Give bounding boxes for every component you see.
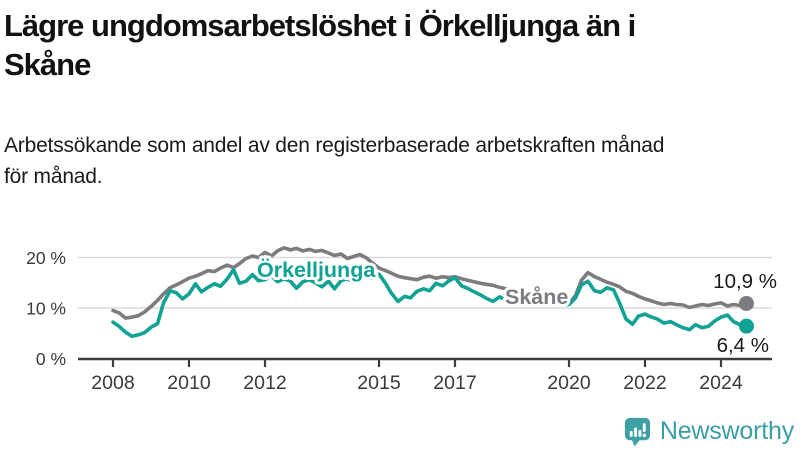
series-label-orkelljunga: Örkelljunga	[257, 257, 376, 282]
newsworthy-logo: Newsworthy	[622, 415, 794, 447]
x-axis-tick-label: 2024	[699, 372, 743, 394]
y-axis-tick-label: 20 %	[26, 248, 66, 268]
y-axis-tick-label: 0 %	[36, 349, 66, 369]
chart-subtitle: Arbetssökande som andel av den registerb…	[4, 134, 665, 188]
series-line-skane	[111, 246, 749, 320]
x-axis-tick-label: 2017	[433, 372, 476, 394]
y-axis-tick-label: 10 %	[26, 299, 66, 319]
x-axis-tick-label: 2020	[547, 372, 591, 394]
series-line-orkelljunga	[111, 267, 749, 339]
series-end-dot-skane	[738, 295, 754, 311]
series-end-value-orkelljunga: 6,4 %	[717, 334, 769, 357]
x-axis-tick-label: 2015	[357, 372, 401, 394]
x-axis-tick-label: 2012	[243, 372, 286, 394]
newsworthy-wordmark: Newsworthy	[659, 416, 794, 445]
series-end-dot-orkelljunga	[738, 318, 754, 334]
x-axis-tick-label: 2008	[91, 372, 134, 394]
series-label-skane: Skåne	[505, 285, 568, 309]
newsworthy-logo-icon	[624, 417, 650, 447]
series-end-value-skane: 10,9 %	[713, 270, 777, 293]
x-axis-tick-label: 2010	[167, 372, 211, 394]
page-title: Lägre ungdomsarbetslöshet i Örkelljunga …	[4, 8, 636, 82]
x-axis-tick-label: 2022	[623, 372, 666, 394]
chart-header: Lägre ungdomsarbetslöshet i Örkelljunga …	[4, 6, 784, 192]
